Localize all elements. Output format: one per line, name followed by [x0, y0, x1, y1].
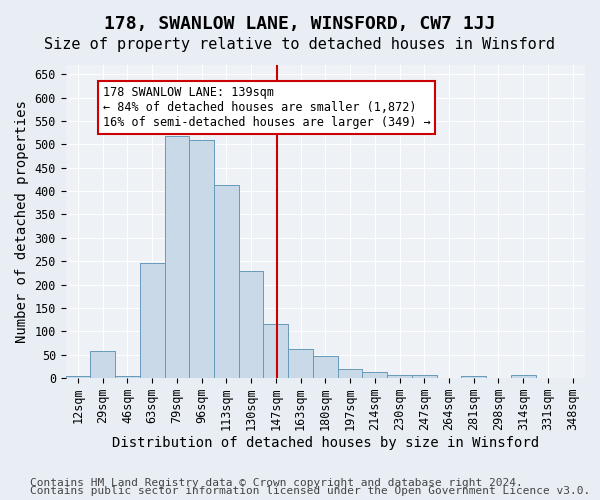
- Bar: [65, 376, 91, 378]
- Bar: [239, 272, 263, 378]
- Y-axis label: Number of detached properties: Number of detached properties: [15, 100, 29, 343]
- Text: 178, SWANLOW LANE, WINSFORD, CW7 1JJ: 178, SWANLOW LANE, WINSFORD, CW7 1JJ: [104, 15, 496, 33]
- Bar: [387, 374, 412, 378]
- Bar: [263, 324, 288, 378]
- Bar: [214, 185, 239, 378]
- Bar: [91, 352, 115, 378]
- Bar: [338, 368, 362, 378]
- Bar: [313, 356, 338, 378]
- Text: Contains public sector information licensed under the Open Government Licence v3: Contains public sector information licen…: [30, 486, 590, 496]
- Bar: [362, 372, 387, 378]
- Bar: [190, 140, 214, 378]
- X-axis label: Distribution of detached houses by size in Winsford: Distribution of detached houses by size …: [112, 436, 539, 450]
- Text: Contains HM Land Registry data © Crown copyright and database right 2024.: Contains HM Land Registry data © Crown c…: [30, 478, 523, 488]
- Bar: [140, 263, 164, 378]
- Text: 178 SWANLOW LANE: 139sqm
← 84% of detached houses are smaller (1,872)
16% of sem: 178 SWANLOW LANE: 139sqm ← 84% of detach…: [103, 86, 430, 129]
- Bar: [288, 349, 313, 378]
- Bar: [412, 374, 437, 378]
- Bar: [115, 376, 140, 378]
- Bar: [511, 375, 536, 378]
- Bar: [461, 376, 486, 378]
- Bar: [164, 136, 190, 378]
- Text: Size of property relative to detached houses in Winsford: Size of property relative to detached ho…: [44, 38, 556, 52]
